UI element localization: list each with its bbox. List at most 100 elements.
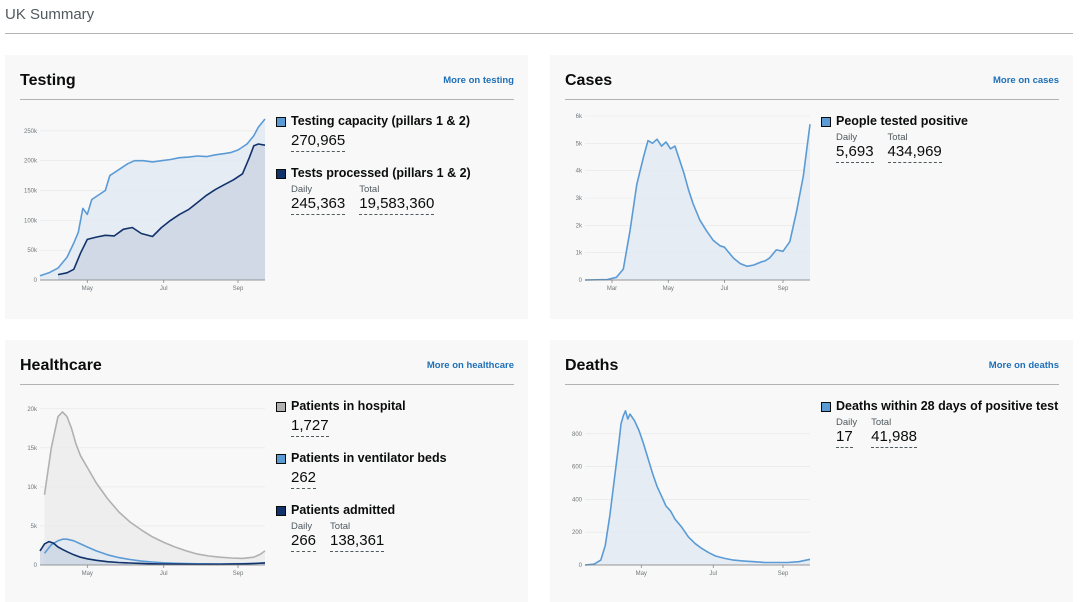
metric-values: 262	[276, 469, 516, 489]
metric-label: Patients in ventilator beds	[291, 451, 447, 465]
metric-value[interactable]: 266	[291, 532, 317, 552]
healthcare-card-title: Healthcare	[20, 357, 102, 374]
metric-name: Patients in hospital	[276, 398, 516, 415]
page-title: UK Summary	[5, 6, 95, 23]
metric: Testing capacity (pillars 1 & 2) 270,965	[276, 113, 516, 152]
metric-values: Daily 17 Total 41,988	[821, 417, 1061, 448]
metric-value[interactable]: 19,583,360	[359, 195, 435, 215]
x-tick-label: Jul	[160, 286, 168, 292]
x-tick-label: Jul	[160, 571, 168, 577]
y-tick-label: 1k	[576, 251, 583, 257]
y-tick-label: 0	[579, 563, 583, 569]
series-line	[39, 540, 266, 566]
metric-value-group: Total 434,969	[887, 132, 942, 163]
x-tick-label: Jul	[709, 571, 717, 577]
metric-value-group: 270,965	[291, 132, 346, 152]
series-area	[58, 144, 265, 280]
metric-value[interactable]: 434,969	[887, 143, 942, 163]
y-tick-label: 200	[572, 530, 583, 536]
series-line	[584, 410, 811, 566]
y-tick-label: 250k	[24, 129, 38, 135]
y-tick-label: 200k	[24, 159, 38, 165]
series-area	[44, 539, 265, 565]
testing-card: Testing More on testing 0 50k 100k 150k 200k…	[5, 55, 528, 319]
series-area	[44, 411, 265, 565]
y-tick-label: 10k	[27, 485, 38, 491]
legend-swatch-icon	[821, 402, 831, 412]
metric-value[interactable]: 5,693	[836, 143, 874, 163]
metric-value[interactable]: 17	[836, 428, 853, 448]
metric-value-label: Total	[359, 184, 380, 195]
metric-name: Patients admitted	[276, 502, 516, 519]
y-tick-label: 5k	[31, 524, 38, 530]
x-tick-label: May	[636, 571, 647, 577]
more-on-cases-link[interactable]: More on cases	[993, 75, 1059, 86]
metric-name: Testing capacity (pillars 1 & 2)	[276, 113, 516, 130]
metric-values: Daily 266 Total 138,361	[276, 521, 516, 552]
metric-value[interactable]: 41,988	[871, 428, 918, 448]
metric-value-group: Daily 266	[291, 521, 317, 552]
x-tick-label: May	[82, 286, 93, 292]
metric-values: Daily 245,363 Total 19,583,360	[276, 184, 516, 215]
metric-name: Deaths within 28 days of positive test	[821, 398, 1061, 415]
more-on-testing-link[interactable]: More on testing	[443, 75, 514, 86]
series-area	[585, 410, 810, 565]
metric-label: Tests processed (pillars 1 & 2)	[291, 166, 471, 180]
metric: Patients in ventilator beds 262	[276, 450, 516, 489]
healthcare-metrics: Patients in hospital 1,727 Patients in ven…	[276, 398, 516, 565]
metric-label: People tested positive	[836, 114, 968, 128]
metric-value[interactable]: 270,965	[291, 132, 346, 152]
metric-value-label: Daily	[291, 521, 313, 532]
y-tick-label: 15k	[27, 446, 38, 452]
metric: Patients admitted Daily 266 Total 138,361	[276, 502, 516, 552]
metric-value-label: Total	[871, 417, 892, 428]
metric-name: People tested positive	[821, 113, 1061, 130]
metric-value-group: Total 138,361	[330, 521, 385, 552]
x-tick-label: Jul	[721, 286, 729, 292]
more-on-deaths-link[interactable]: More on deaths	[988, 360, 1059, 371]
series-area	[585, 124, 810, 280]
metric-value[interactable]: 245,363	[291, 195, 346, 215]
x-tick-label: Mar	[607, 286, 617, 292]
metric-value[interactable]: 138,361	[330, 532, 385, 552]
metric-value-label: Daily	[291, 184, 313, 195]
legend-swatch-icon	[276, 454, 286, 464]
metric-label: Testing capacity (pillars 1 & 2)	[291, 114, 470, 128]
y-tick-label: 0	[34, 563, 38, 569]
y-tick-label: 2k	[576, 223, 583, 229]
series-line	[57, 143, 266, 276]
metric-label: Deaths within 28 days of positive test	[836, 399, 1059, 413]
x-tick-label: Sep	[233, 286, 244, 292]
metric-values: Daily 5,693 Total 434,969	[821, 132, 1061, 163]
metric-value-group: Total 19,583,360	[359, 184, 435, 215]
deaths-card-title: Deaths	[565, 357, 619, 374]
x-tick-label: Sep	[778, 571, 789, 577]
healthcare-chart: 0 5k 10k 15k 20k May Jul Sep	[27, 407, 266, 577]
healthcare-card: Healthcare More on healthcare 0 5k 10k 15k 2…	[5, 340, 528, 602]
more-on-healthcare-link[interactable]: More on healthcare	[426, 360, 514, 371]
cases-metrics: People tested positive Daily 5,693 Total 434…	[821, 113, 1061, 176]
series-line	[584, 124, 811, 281]
testing-chart: 0 50k 100k 150k 200k 250k May Jul Sep	[24, 118, 266, 292]
y-tick-label: 0	[34, 278, 38, 284]
cases-chart: 0 1k 2k 3k 4k 5k 6k Mar May Jul Sep	[576, 114, 811, 292]
y-tick-label: 0	[579, 278, 583, 284]
legend-swatch-icon	[276, 402, 286, 412]
legend-swatch-icon	[276, 169, 286, 179]
series-line	[39, 118, 266, 277]
metric-value[interactable]: 1,727	[291, 417, 329, 437]
deaths-card-header: Deaths More on deaths	[565, 357, 1059, 385]
metric-value-label: Daily	[836, 132, 858, 143]
deaths-metrics: Deaths within 28 days of positive test Da…	[821, 398, 1061, 461]
metric: Tests processed (pillars 1 & 2) Daily 245,…	[276, 165, 516, 215]
y-tick-label: 20k	[27, 407, 38, 413]
legend-swatch-icon	[276, 117, 286, 127]
metric-value-group: 1,727	[291, 417, 329, 437]
metric-value[interactable]: 262	[291, 469, 317, 489]
series-line	[43, 411, 266, 560]
legend-swatch-icon	[276, 506, 286, 516]
metric-label: Patients in hospital	[291, 399, 406, 413]
deaths-card: Deaths More on deaths 0 200 400 600 800 May Ju…	[550, 340, 1073, 602]
title-divider	[5, 33, 1073, 34]
y-tick-label: 150k	[24, 189, 38, 195]
